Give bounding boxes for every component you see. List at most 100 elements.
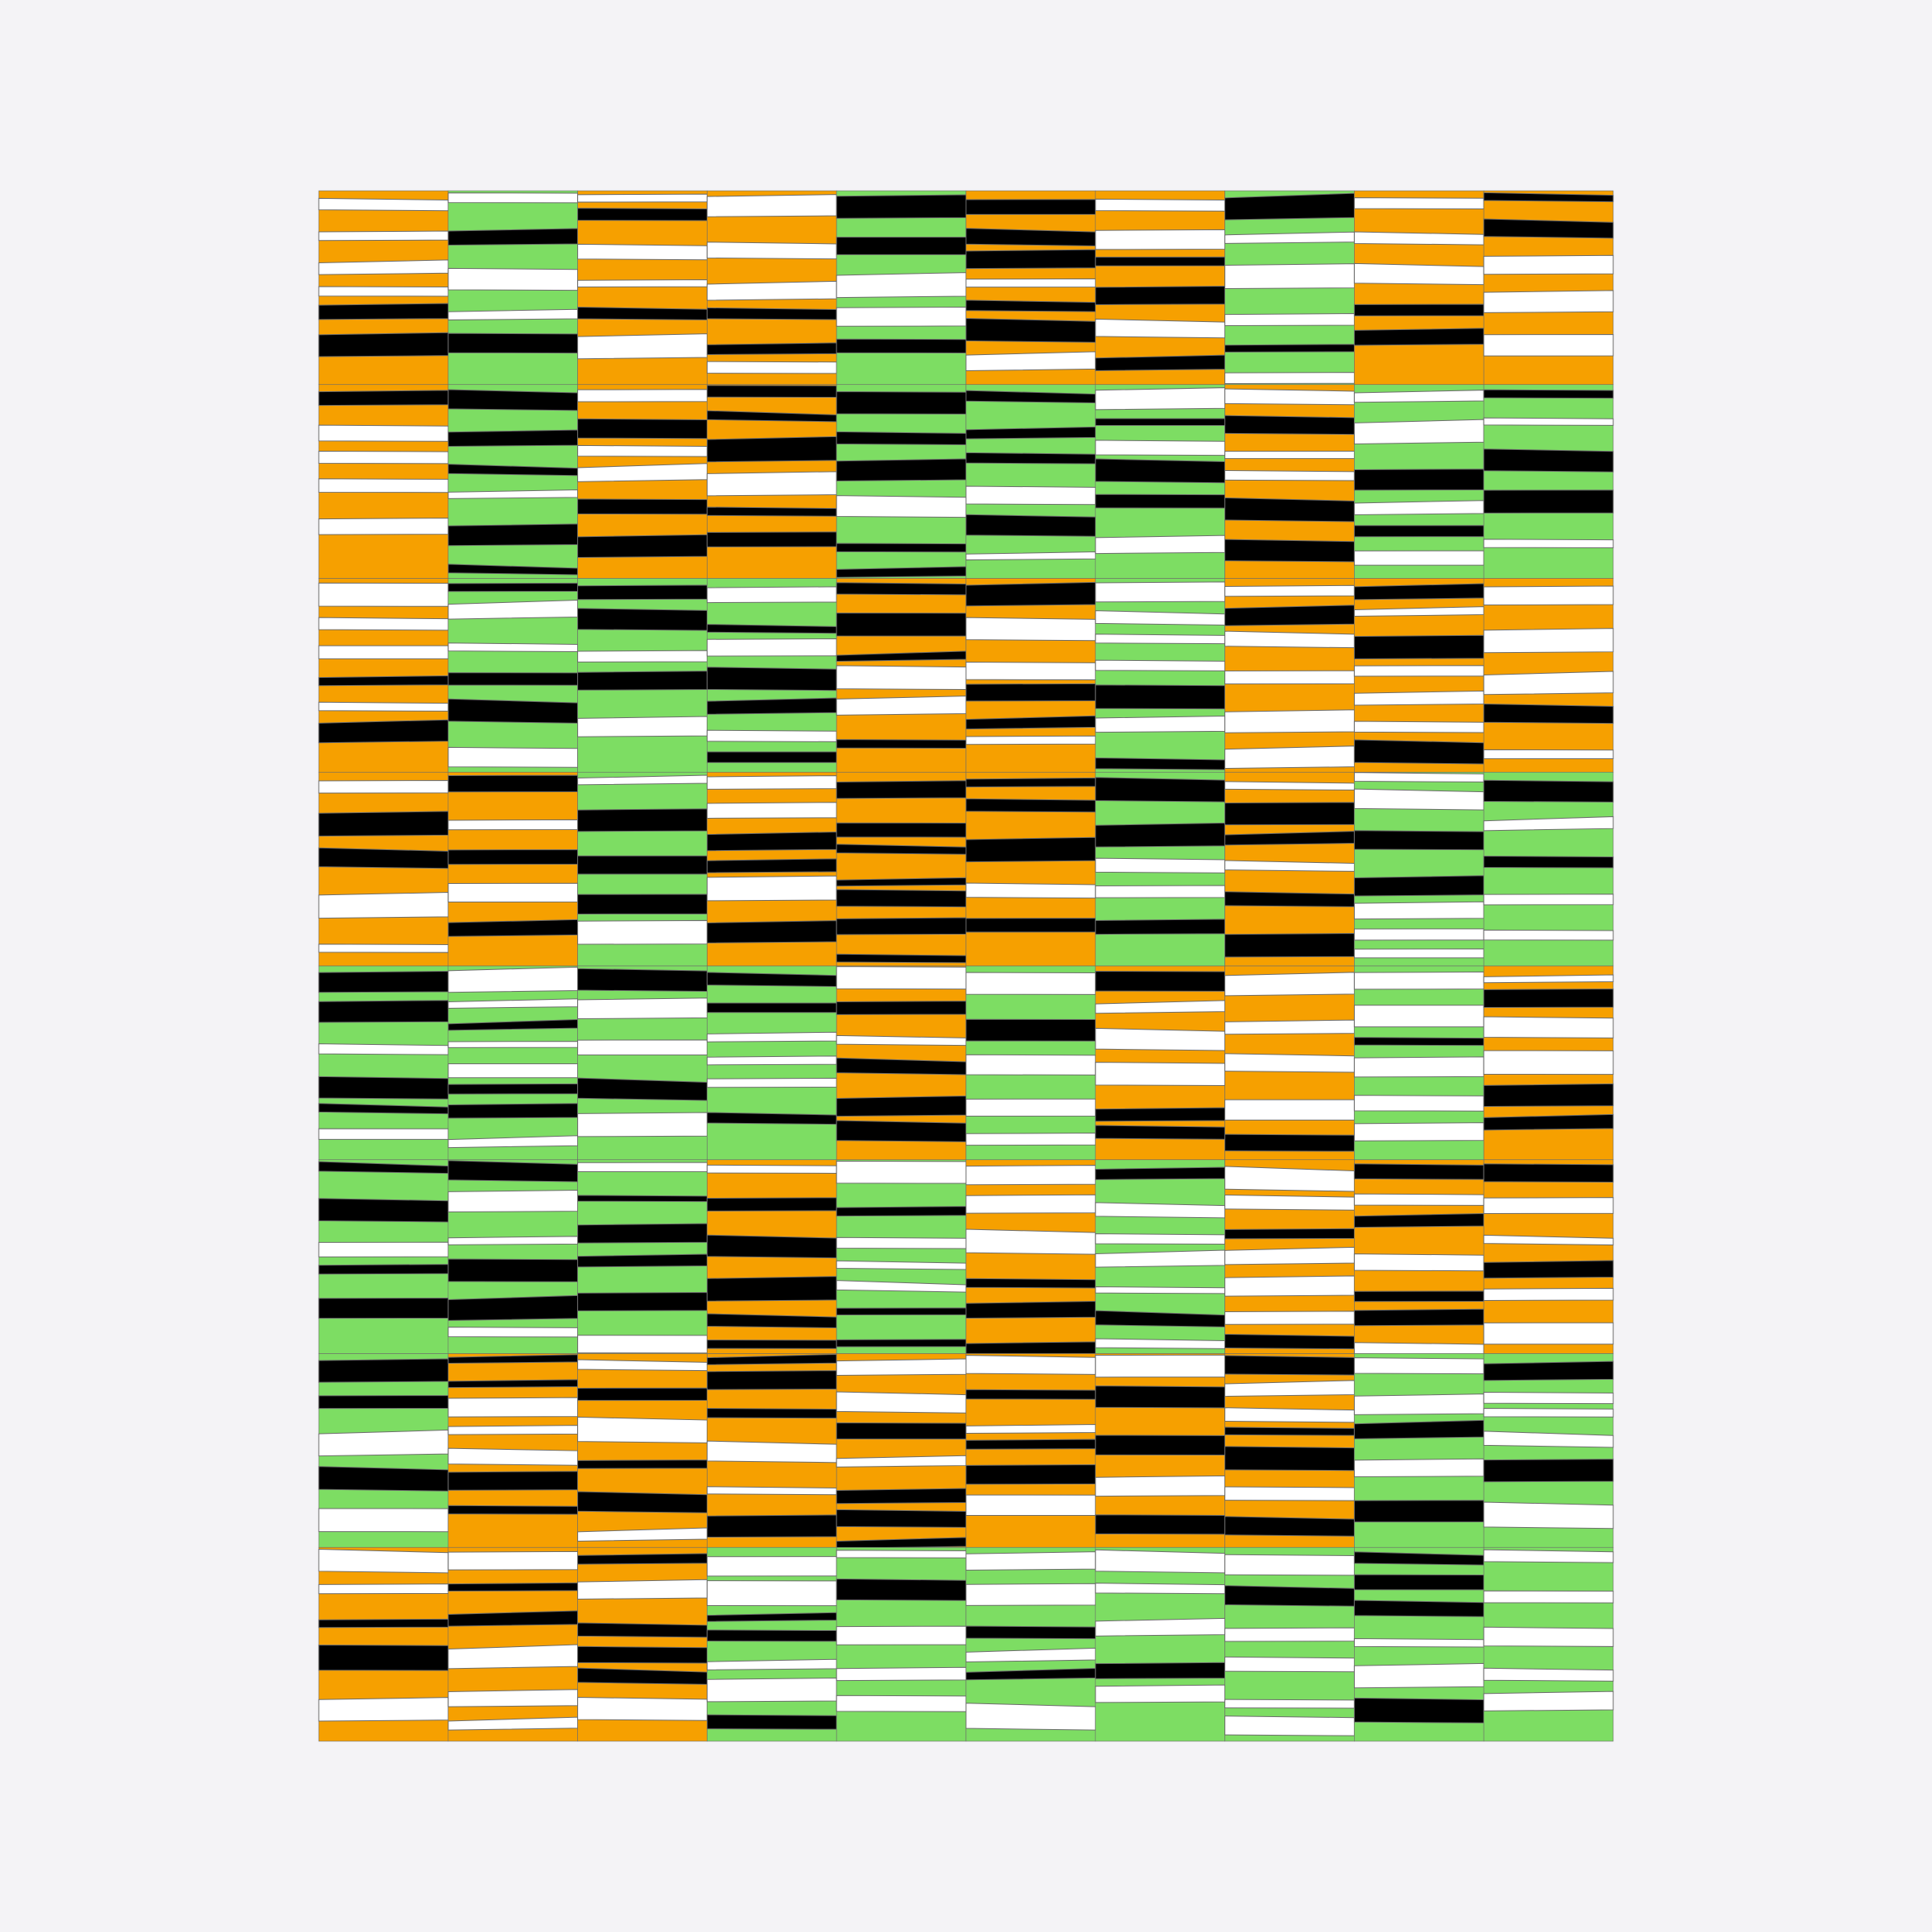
white-stripe bbox=[965, 1423, 1096, 1434]
black-stripe bbox=[318, 1618, 449, 1629]
black-stripe bbox=[1483, 1083, 1614, 1108]
black-stripe bbox=[706, 697, 837, 715]
black-stripe bbox=[706, 1002, 837, 1013]
black-stripe bbox=[318, 811, 449, 837]
white-stripe bbox=[1095, 1027, 1226, 1051]
black-stripe bbox=[836, 1120, 967, 1142]
black-stripe bbox=[836, 1488, 967, 1505]
black-stripe bbox=[836, 458, 967, 481]
grid-cell bbox=[448, 965, 579, 1161]
white-stripe bbox=[1095, 715, 1226, 733]
white-stripe bbox=[965, 1165, 1096, 1186]
white-stripe bbox=[706, 1164, 837, 1174]
grid-cell bbox=[836, 190, 967, 386]
white-stripe bbox=[1483, 1549, 1614, 1563]
grid-cell bbox=[1353, 1546, 1484, 1742]
white-stripe bbox=[577, 997, 708, 1020]
white-stripe bbox=[706, 1031, 837, 1042]
black-stripe bbox=[836, 194, 967, 219]
white-stripe bbox=[448, 1041, 579, 1048]
white-stripe bbox=[1095, 387, 1226, 411]
black-stripe bbox=[577, 306, 708, 320]
white-stripe bbox=[448, 1689, 579, 1707]
grid-cell bbox=[965, 771, 1096, 967]
black-stripe bbox=[318, 1264, 449, 1275]
white-stripe bbox=[1224, 1275, 1355, 1297]
white-stripe bbox=[836, 696, 967, 716]
black-stripe bbox=[965, 918, 1096, 933]
black-stripe bbox=[706, 667, 837, 691]
black-stripe bbox=[706, 385, 837, 398]
black-stripe bbox=[1095, 458, 1226, 484]
white-stripe bbox=[965, 278, 1096, 288]
black-stripe bbox=[1224, 1426, 1355, 1436]
black-stripe bbox=[1483, 389, 1614, 399]
white-stripe bbox=[1353, 1056, 1484, 1078]
black-stripe bbox=[1224, 891, 1355, 907]
black-stripe bbox=[1353, 1308, 1484, 1327]
black-stripe bbox=[1224, 933, 1355, 958]
white-stripe bbox=[1095, 885, 1226, 898]
grid-cell bbox=[965, 1546, 1096, 1742]
grid-cell bbox=[448, 1159, 579, 1354]
black-stripe bbox=[577, 208, 708, 221]
black-stripe bbox=[318, 332, 449, 357]
white-stripe bbox=[448, 1327, 579, 1338]
grid-cell bbox=[965, 578, 1096, 773]
black-stripe bbox=[1095, 285, 1226, 305]
white-stripe bbox=[836, 272, 967, 299]
white-stripe bbox=[1224, 1656, 1355, 1673]
black-stripe bbox=[318, 303, 449, 320]
grid-cell bbox=[965, 965, 1096, 1161]
white-stripe bbox=[836, 966, 967, 990]
black-stripe bbox=[1353, 1574, 1484, 1591]
black-stripe bbox=[706, 1714, 837, 1730]
black-stripe bbox=[318, 1000, 449, 1023]
black-stripe bbox=[1095, 757, 1226, 770]
white-stripe bbox=[706, 586, 837, 604]
white-stripe bbox=[1095, 581, 1226, 603]
grid-cell bbox=[836, 1546, 967, 1742]
white-stripe bbox=[1483, 628, 1614, 654]
black-stripe bbox=[836, 390, 967, 415]
white-stripe bbox=[706, 1486, 837, 1496]
black-stripe bbox=[836, 1339, 967, 1348]
grid-cell bbox=[1353, 190, 1484, 386]
cell-background bbox=[966, 1353, 1096, 1548]
grid-cell bbox=[706, 965, 837, 1161]
black-stripe bbox=[448, 1471, 579, 1491]
white-stripe bbox=[1483, 1016, 1614, 1038]
black-stripe bbox=[1353, 1500, 1484, 1523]
cell-background bbox=[836, 1159, 966, 1354]
white-stripe bbox=[1353, 197, 1484, 209]
white-stripe bbox=[1483, 539, 1614, 548]
white-stripe bbox=[1224, 1486, 1355, 1501]
grid-cell bbox=[318, 190, 449, 386]
black-stripe bbox=[1353, 1163, 1484, 1180]
black-stripe bbox=[706, 1112, 837, 1125]
white-stripe bbox=[1224, 781, 1355, 791]
white-stripe bbox=[577, 1416, 708, 1443]
black-stripe bbox=[448, 1160, 579, 1183]
white-stripe bbox=[965, 1355, 1096, 1375]
black-stripe bbox=[577, 1195, 708, 1203]
black-stripe bbox=[836, 917, 967, 935]
grid-cell bbox=[1353, 771, 1484, 967]
white-stripe bbox=[1224, 1407, 1355, 1423]
white-stripe bbox=[836, 1236, 967, 1249]
black-stripe bbox=[1483, 1163, 1614, 1183]
grid-cell bbox=[1095, 965, 1226, 1161]
white-stripe bbox=[1095, 1338, 1226, 1349]
white-stripe bbox=[1353, 1393, 1484, 1415]
white-stripe bbox=[448, 1236, 579, 1245]
white-stripe bbox=[706, 471, 837, 497]
white-stripe bbox=[836, 1625, 967, 1645]
black-stripe bbox=[318, 675, 449, 687]
grid-cell bbox=[1483, 965, 1614, 1161]
black-stripe bbox=[577, 1291, 708, 1311]
black-stripe bbox=[836, 1095, 967, 1117]
grid-cell bbox=[1224, 965, 1355, 1161]
black-stripe bbox=[1483, 1260, 1614, 1279]
white-stripe bbox=[1095, 857, 1226, 873]
white-stripe bbox=[318, 286, 449, 297]
